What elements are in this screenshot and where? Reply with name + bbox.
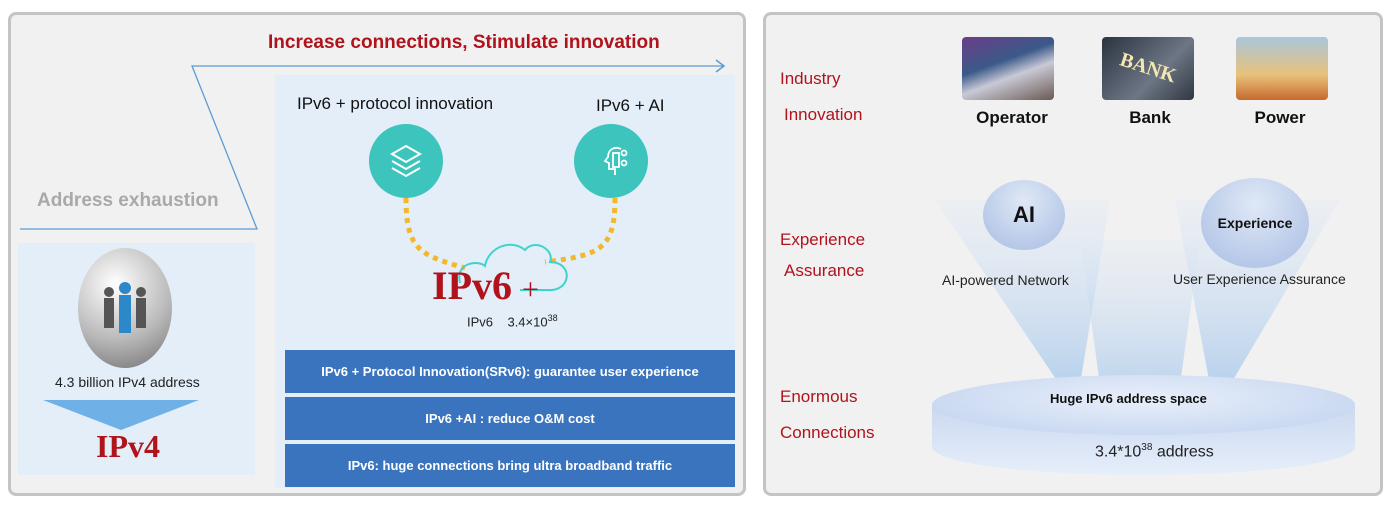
- address-exhaustion-label: Address exhaustion: [37, 190, 219, 211]
- dotted-connectors: [403, 197, 618, 291]
- benefit-bar: IPv6 +AI : reduce O&M cost: [285, 397, 735, 440]
- globe-people-icon: [78, 248, 172, 368]
- industry-label: Bank: [1129, 108, 1171, 127]
- disk-base: 3.4*10: [1095, 443, 1142, 461]
- address-disk-top: [932, 375, 1355, 435]
- disk-count: 3.4*1038 address: [1095, 442, 1214, 461]
- left-title: Increase connections, Stimulate innovati…: [268, 32, 660, 53]
- cloud-icon: [458, 243, 568, 291]
- ipv4-label: IPv4: [96, 428, 160, 464]
- industry-label: Operator: [976, 108, 1048, 127]
- ipv6-count: IPv6 3.4×1038: [467, 313, 558, 329]
- disk-suffix: address: [1152, 443, 1214, 461]
- experience-bubble: Experience: [1201, 178, 1309, 268]
- disk-title: Huge IPv6 address space: [1050, 391, 1207, 406]
- experience-caption: User Experience Assurance: [1173, 271, 1346, 287]
- disk-exp: 38: [1141, 442, 1153, 453]
- ipv4-caption: 4.3 billion IPv4 address: [55, 374, 200, 390]
- ai-bubble-text: AI: [1013, 202, 1035, 227]
- down-arrow-icon: [43, 400, 199, 430]
- bank-image: BANK: [1102, 37, 1194, 100]
- row-label: Connections: [780, 423, 875, 442]
- ipv6-plus-title: IPv6 +: [432, 262, 539, 309]
- ai-bubble: AI: [983, 180, 1065, 250]
- ai-head-icon: [574, 124, 648, 198]
- row-label: Innovation: [784, 105, 863, 124]
- count-exp: 38: [547, 313, 558, 323]
- operator-image: [962, 37, 1054, 100]
- industry-label: Power: [1254, 108, 1306, 127]
- protocol-innovation-label: IPv6 + protocol innovation: [297, 94, 494, 113]
- row-label: Assurance: [784, 261, 865, 280]
- benefit-bar: IPv6 + Protocol Innovation(SRv6): guaran…: [285, 350, 735, 393]
- count-base: 3.4×10: [507, 314, 548, 330]
- row-label: Experience: [780, 230, 866, 249]
- row-label: Enormous: [780, 387, 858, 406]
- experience-bubble-text: Experience: [1217, 215, 1293, 231]
- benefit-bar: IPv6: huge connections bring ultra broad…: [285, 444, 735, 487]
- plus-text: +: [522, 273, 539, 306]
- ipv6-small: IPv6: [467, 314, 494, 330]
- row-label: Industry: [780, 69, 841, 88]
- layers-icon: [369, 124, 443, 198]
- path-arrow: [20, 59, 726, 230]
- power-image: [1236, 37, 1328, 100]
- ipv6-text: IPv6: [432, 263, 512, 308]
- ipv6-ai-label: IPv6 + AI: [596, 96, 665, 115]
- ai-caption: AI-powered Network: [942, 272, 1069, 288]
